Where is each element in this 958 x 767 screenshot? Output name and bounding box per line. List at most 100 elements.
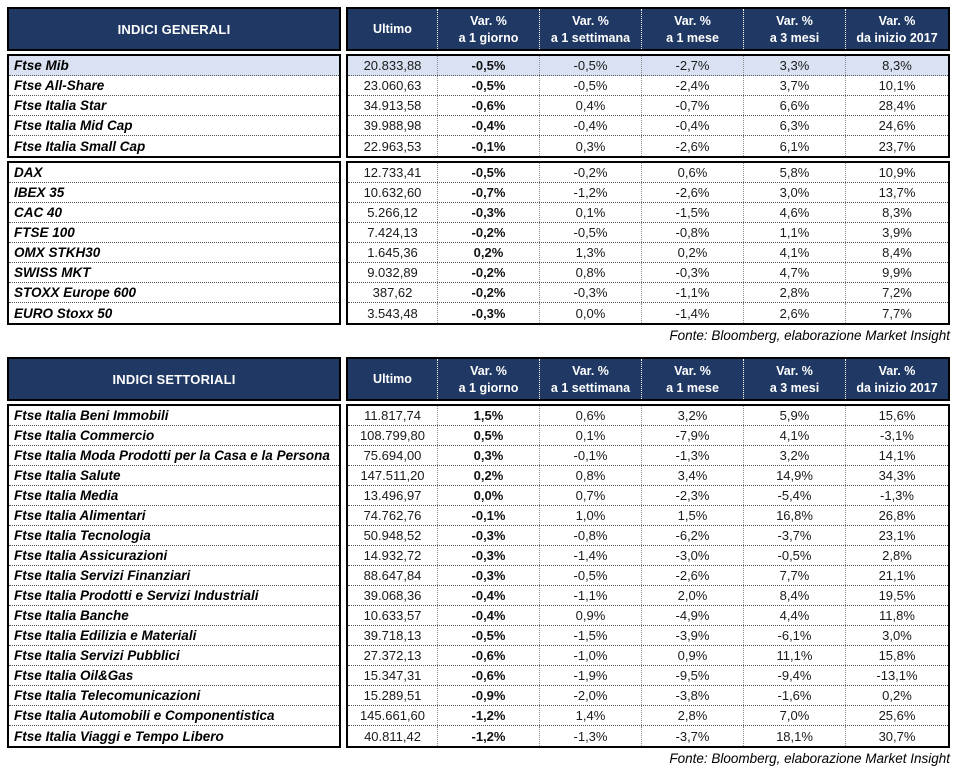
cell-var-4: -3,7% [744,526,846,545]
cell-var-5: -13,1% [876,668,918,683]
cell-var-4: 6,6% [744,96,846,115]
cell-var-4: 3,2% [744,446,846,465]
cell-var-5: 7,7% [882,305,912,321]
cell-var-3: -3,9% [642,626,744,645]
column-header-line2: da inizio 2017 [856,30,938,45]
cell-var-3: 0,6% [642,163,744,182]
table-row: 27.372,13 -0,6% -1,0% 0,9% 11,1% 15,8% [348,646,948,666]
row-label: Ftse Italia Servizi Pubblici [9,646,339,666]
cell-ultimo: 20.833,88 [348,56,438,75]
cell-var-5: 10,1% [878,78,916,93]
column-header-line1: Var. % [674,363,711,378]
cell-var-4: 4,1% [744,243,846,262]
cell-ultimo: 34.913,58 [348,96,438,115]
column-headers: Ultimo Var. % a 1 giorno Var. % a 1 settiman… [346,357,950,401]
cell-var-3: -2,3% [642,486,744,505]
cell-var-1: -0,2% [438,263,540,282]
cell-ultimo: 50.948,52 [348,526,438,545]
cell-var-2: -1,5% [540,626,642,645]
table-row: 10.632,60 -0,7% -1,2% -2,6% 3,0% 13,7% [348,183,948,203]
row-label: Ftse Italia Telecomunicazioni [9,686,339,706]
cell-ultimo: 23.060,63 [348,76,438,95]
row-label: Ftse All-Share [9,76,339,96]
table-row-group: DAX IBEX 35 CAC 40 FTSE 100 OMX STKH30 SWISS … [7,161,950,325]
cell-ultimo: 1.645,36 [348,243,438,262]
cell-var-1: -0,3% [438,203,540,222]
cell-var-1: -0,9% [438,686,540,705]
cell-var-1: 0,2% [438,243,540,262]
cell-var-5: 11,8% [879,608,915,623]
cell-ultimo: 387,62 [348,283,438,302]
cell-var-3: 1,5% [642,506,744,525]
cell-var-1: -0,5% [438,56,540,75]
cell-var-4: -6,1% [744,626,846,645]
table-row: 34.913,58 -0,6% 0,4% -0,7% 6,6% 28,4% [348,96,948,116]
table-row: 50.948,52 -0,3% -0,8% -6,2% -3,7% 23,1% [348,526,948,546]
cell-var-2: 0,3% [540,136,642,156]
cell-var-5: 8,3% [882,58,912,73]
cell-ultimo: 75.694,00 [348,446,438,465]
table-row: 88.647,84 -0,3% -0,5% -2,6% 7,7% 21,1% [348,566,948,586]
column-header-line2: a 3 mesi [769,380,820,395]
cell-var-5: 8,3% [882,205,912,220]
column-header-var-4: Var. % a 3 mesi [744,9,846,49]
cell-var-4: -9,4% [744,666,846,685]
cell-var-2: -2,0% [540,686,642,705]
cell-ultimo: 108.799,80 [348,426,438,445]
table-row: 7.424,13 -0,2% -0,5% -0,8% 1,1% 3,9% [348,223,948,243]
cell-var-1: -0,1% [438,506,540,525]
cell-var-5: 19,5% [878,588,916,603]
cell-ultimo: 12.733,41 [348,163,438,182]
table-row: 75.694,00 0,3% -0,1% -1,3% 3,2% 14,1% [348,446,948,466]
table-row: 39.988,98 -0,4% -0,4% -0,4% 6,3% 24,6% [348,116,948,136]
cell-var-5: -1,3% [880,488,914,503]
cell-ultimo: 74.762,76 [348,506,438,525]
table-row: 1.645,36 0,2% 1,3% 0,2% 4,1% 8,4% [348,243,948,263]
data-columns: 12.733,41 -0,5% -0,2% 0,6% 5,8% 10,9% 10.632,6… [346,161,950,325]
cell-var-5: 2,8% [882,548,912,563]
cell-var-2: -0,5% [540,76,642,95]
cell-var-3: -0,7% [642,96,744,115]
cell-ultimo: 9.032,89 [348,263,438,282]
cell-ultimo: 13.496,97 [348,486,438,505]
cell-var-3: -3,8% [642,686,744,705]
table-row: 15.289,51 -0,9% -2,0% -3,8% -1,6% 0,2% [348,686,948,706]
column-header-var-4: Var. % a 3 mesi [744,359,846,399]
cell-var-2: -0,5% [540,223,642,242]
cell-var-3: -2,6% [642,566,744,585]
cell-var-3: -4,9% [642,606,744,625]
row-label-column: DAX IBEX 35 CAC 40 FTSE 100 OMX STKH30 SWISS … [7,161,341,325]
column-header-line2: a 1 giorno [458,380,519,395]
cell-var-2: -0,8% [540,526,642,545]
row-label: STOXX Europe 600 [9,283,339,303]
cell-var-5: 28,4% [878,98,916,113]
cell-var-1: 0,5% [438,426,540,445]
cell-var-1: -0,6% [438,96,540,115]
cell-ultimo: 10.632,60 [348,183,438,202]
cell-var-4: 3,3% [744,56,846,75]
cell-ultimo: 22.963,53 [348,136,438,156]
cell-var-4: 11,1% [744,646,846,665]
cell-var-4: 7,0% [744,706,846,725]
column-header-var-3: Var. % a 1 mese [642,359,744,399]
row-label: FTSE 100 [9,223,339,243]
cell-ultimo: 40.811,42 [348,726,438,746]
column-header-ultimo: Ultimo [348,359,438,399]
cell-var-5: 0,2% [882,688,912,703]
table-row: 11.817,74 1,5% 0,6% 3,2% 5,9% 15,6% [348,406,948,426]
cell-var-1: -0,6% [438,646,540,665]
data-columns: 20.833,88 -0,5% -0,5% -2,7% 3,3% 8,3% 23.060,6… [346,54,950,158]
table-header-row: INDICI GENERALI Ultimo Var. % a 1 giorno Var… [7,7,950,51]
cell-var-3: -3,7% [642,726,744,746]
cell-var-1: 0,2% [438,466,540,485]
cell-var-2: -0,5% [540,566,642,585]
row-label-column: Ftse Mib Ftse All-Share Ftse Italia Star Ft… [7,54,341,158]
cell-var-2: 0,1% [540,203,642,222]
cell-var-1: -0,3% [438,546,540,565]
cell-ultimo: 145.661,60 [348,706,438,725]
cell-ultimo: 147.511,20 [348,466,438,485]
cell-var-4: -1,6% [744,686,846,705]
source-note: Fonte: Bloomberg, elaborazione Market In… [669,751,950,766]
column-header-line2: a 1 settimana [550,380,631,395]
cell-var-3: -2,4% [642,76,744,95]
